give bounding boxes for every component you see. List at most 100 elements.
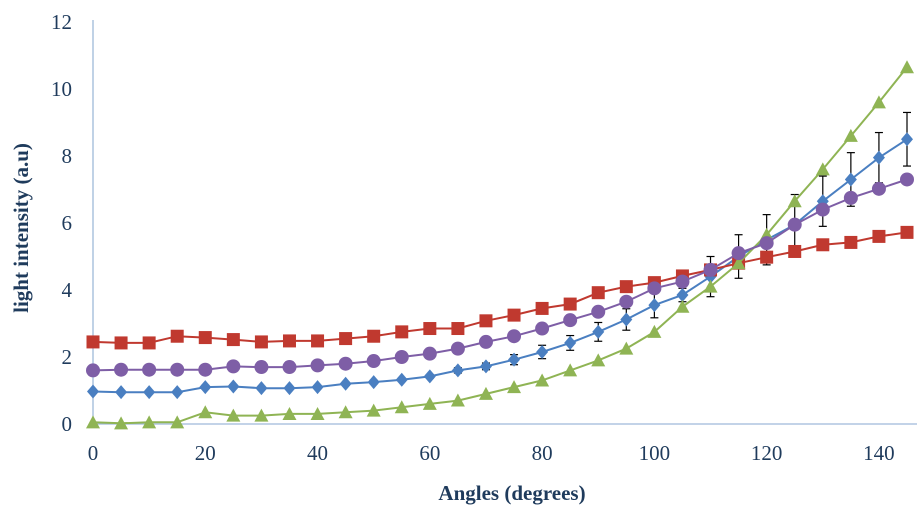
data-point <box>422 396 437 410</box>
data-point <box>171 385 184 400</box>
series-line <box>92 138 908 394</box>
data-point <box>563 363 578 377</box>
data-point <box>788 244 802 258</box>
data-point <box>815 162 830 176</box>
data-point <box>394 350 409 364</box>
y-tick-label: 8 <box>62 144 73 168</box>
data-point <box>619 280 633 294</box>
data-point <box>871 95 886 109</box>
x-tick-label: 0 <box>88 441 99 465</box>
data-point <box>451 322 465 336</box>
y-tick-label: 12 <box>51 10 72 34</box>
data-point <box>563 313 578 328</box>
data-point <box>647 324 662 338</box>
series-3 <box>86 172 914 378</box>
data-point <box>226 333 240 347</box>
x-tick-label: 20 <box>195 441 216 465</box>
data-point <box>507 329 522 344</box>
data-point <box>114 336 128 350</box>
data-point <box>114 416 129 430</box>
data-point <box>900 60 914 74</box>
data-point <box>170 362 185 377</box>
series-line <box>92 231 908 344</box>
series-line <box>92 178 908 372</box>
data-point <box>87 384 99 399</box>
data-point <box>254 360 269 375</box>
data-point <box>311 380 324 395</box>
data-point <box>367 329 381 343</box>
data-point <box>366 403 381 417</box>
data-point <box>367 375 380 390</box>
data-point <box>423 322 437 336</box>
data-point <box>901 132 913 147</box>
data-point <box>816 238 830 252</box>
data-point <box>563 297 577 311</box>
data-point <box>647 281 662 296</box>
data-point <box>395 325 409 339</box>
data-point <box>536 344 549 359</box>
data-point <box>564 335 577 350</box>
data-point <box>619 294 634 309</box>
series-line <box>92 66 908 425</box>
data-point <box>592 324 605 339</box>
data-point <box>507 380 522 394</box>
data-point <box>338 405 353 419</box>
data-point <box>311 334 325 348</box>
data-point <box>198 362 213 377</box>
data-point <box>450 341 465 356</box>
data-point <box>535 321 550 336</box>
data-point <box>283 381 296 396</box>
data-point <box>676 288 689 303</box>
data-point <box>338 356 353 371</box>
data-point <box>844 235 858 249</box>
data-point <box>478 334 493 349</box>
data-point <box>451 363 464 378</box>
series-1 <box>86 225 914 350</box>
data-point <box>871 181 886 196</box>
data-point <box>872 229 886 243</box>
data-point <box>115 385 128 400</box>
data-point <box>591 353 606 367</box>
data-point <box>535 301 549 315</box>
data-point <box>339 376 352 391</box>
data-point <box>422 346 437 361</box>
data-point <box>619 341 634 355</box>
series-0 <box>87 132 913 400</box>
data-point <box>703 262 718 277</box>
data-point <box>591 286 605 300</box>
x-axis-title: Angles (degrees) <box>438 481 585 505</box>
data-point <box>900 172 914 187</box>
data-point <box>620 312 633 327</box>
data-point <box>759 236 774 251</box>
data-point <box>450 393 465 407</box>
x-tick-label: 120 <box>751 441 783 465</box>
data-point <box>227 379 240 394</box>
y-tick-label: 4 <box>62 278 73 302</box>
data-point <box>282 360 297 375</box>
data-point <box>226 408 241 422</box>
data-point <box>815 202 830 217</box>
data-point <box>675 274 690 289</box>
data-point <box>844 172 857 187</box>
data-point <box>142 362 157 377</box>
data-point <box>479 359 492 374</box>
data-point <box>226 359 241 374</box>
data-point <box>479 314 493 328</box>
x-tick-label: 60 <box>419 441 440 465</box>
data-point <box>310 406 325 420</box>
series-2 <box>86 60 914 430</box>
data-point <box>86 415 100 429</box>
data-point <box>507 308 521 322</box>
y-tick-label: 6 <box>62 211 73 235</box>
data-point <box>760 250 774 264</box>
y-tick-label: 0 <box>62 412 73 436</box>
data-point <box>591 304 606 319</box>
data-point <box>86 363 100 378</box>
x-tick-label: 40 <box>307 441 328 465</box>
data-point <box>535 373 550 387</box>
data-point <box>843 190 858 205</box>
x-tick-label: 140 <box>863 441 895 465</box>
data-point <box>787 194 802 208</box>
